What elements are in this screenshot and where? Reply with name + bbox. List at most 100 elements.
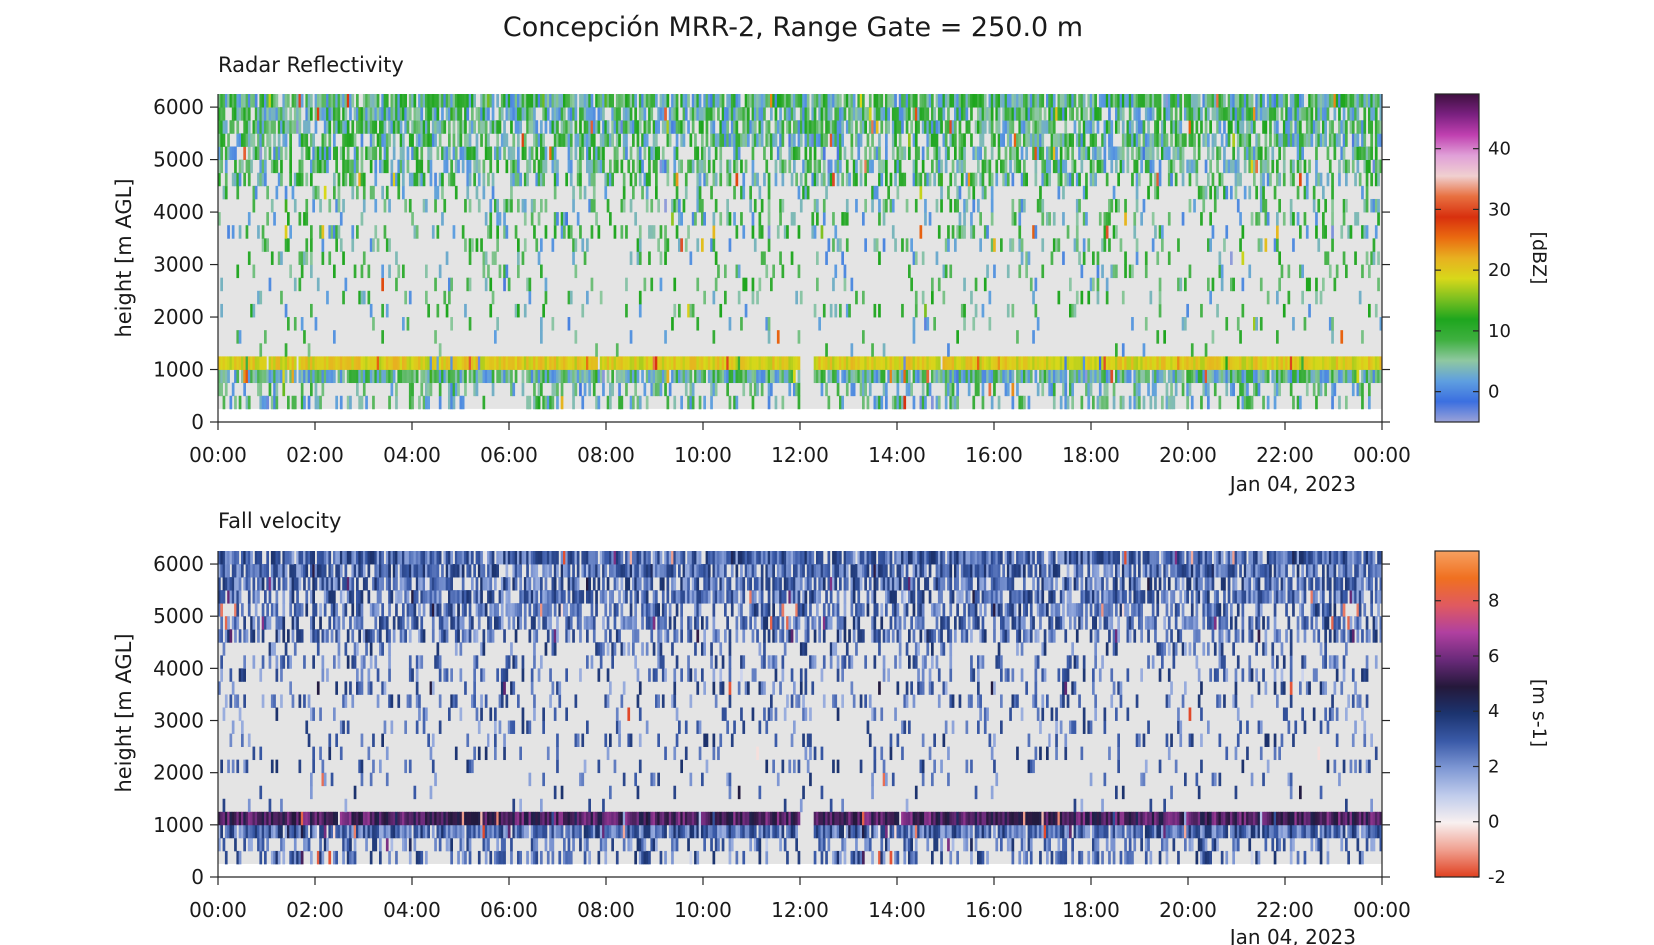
- data-cell: [990, 212, 994, 226]
- data-cell: [1370, 356, 1373, 370]
- data-cell: [1213, 185, 1217, 200]
- data-cell: [661, 159, 665, 174]
- data-cell: [776, 94, 780, 108]
- data-cell: [997, 120, 1001, 134]
- data-cell: [482, 356, 486, 370]
- data-cell: [1004, 172, 1008, 187]
- data-cell: [576, 159, 580, 174]
- data-cell: [850, 343, 854, 357]
- data-cell: [1356, 356, 1360, 370]
- data-cell: [588, 356, 591, 370]
- data-cell: [696, 238, 700, 252]
- data-cell: [574, 120, 578, 134]
- data-cell: [521, 382, 525, 397]
- data-cell: [1103, 94, 1107, 108]
- data-cell: [1034, 120, 1038, 134]
- data-cell: [1018, 225, 1022, 239]
- data-cell: [774, 107, 778, 121]
- data-cell: [638, 395, 642, 410]
- data-cell: [1326, 251, 1330, 265]
- data-cell: [323, 356, 327, 370]
- data-cell: [1041, 382, 1045, 397]
- data-cell: [434, 277, 437, 292]
- data-cell: [760, 94, 764, 108]
- data-cell: [1124, 94, 1127, 108]
- data-cell: [822, 369, 826, 384]
- data-cell: [1041, 159, 1045, 174]
- data-cell: [712, 133, 716, 147]
- data-cell: [901, 172, 904, 187]
- data-cell: [443, 94, 447, 108]
- data-cell: [500, 356, 504, 370]
- data-cell: [1264, 212, 1268, 226]
- data-cell: [323, 185, 327, 200]
- data-cell: [316, 159, 320, 174]
- data-cell: [673, 120, 677, 134]
- data-cell: [802, 120, 805, 134]
- data-cell: [760, 382, 764, 397]
- data-cell: [218, 811, 221, 826]
- data-cell: [1059, 395, 1063, 410]
- fall-velocity-y-axis-label: height [m AGL]: [112, 633, 136, 792]
- data-cell: [921, 290, 925, 305]
- data-cell: [1331, 212, 1334, 226]
- data-cell: [588, 198, 591, 213]
- data-cell: [671, 212, 674, 226]
- data-cell: [813, 133, 817, 147]
- data-cell: [974, 356, 978, 370]
- data-cell: [1025, 172, 1028, 187]
- data-cell: [1204, 159, 1208, 174]
- data-cell: [1133, 369, 1137, 384]
- data-cell: [1269, 133, 1272, 147]
- data-cell: [859, 120, 863, 134]
- data-cell: [772, 264, 775, 279]
- data-cell: [224, 616, 228, 630]
- data-cell: [942, 133, 946, 147]
- data-cell: [254, 94, 258, 108]
- data-cell: [496, 225, 499, 239]
- data-cell: [1218, 146, 1222, 160]
- data-cell: [1374, 133, 1378, 147]
- data-cell: [988, 159, 992, 174]
- data-cell: [1308, 356, 1311, 370]
- data-cell: [1163, 330, 1166, 344]
- data-cell: [362, 107, 366, 121]
- data-cell: [574, 330, 578, 344]
- data-cell: [949, 198, 953, 213]
- data-cell: [1257, 382, 1261, 397]
- data-cell: [790, 133, 794, 147]
- data-cell: [257, 629, 260, 643]
- data-cell: [763, 251, 766, 265]
- data-cell: [613, 356, 617, 370]
- data-cell: [698, 198, 702, 213]
- data-cell: [574, 146, 578, 160]
- data-cell: [1069, 303, 1072, 318]
- data-cell: [1345, 198, 1348, 213]
- data-cell: [383, 159, 387, 174]
- data-cell: [1154, 356, 1157, 370]
- data-cell: [572, 94, 575, 108]
- data-cell: [280, 616, 283, 630]
- data-cell: [1034, 133, 1038, 147]
- data-cell: [793, 94, 796, 108]
- data-cell: [261, 577, 265, 591]
- data-cell: [988, 120, 992, 134]
- data-cell: [924, 172, 927, 187]
- data-cell: [567, 225, 571, 239]
- data-cell: [374, 94, 378, 108]
- data-cell: [291, 694, 295, 708]
- data-cell: [546, 107, 550, 121]
- data-cell: [1165, 356, 1169, 370]
- data-cell: [268, 107, 272, 121]
- data-cell: [1266, 369, 1270, 384]
- data-cell: [422, 369, 426, 384]
- data-cell: [625, 369, 628, 384]
- data-cell: [1013, 159, 1017, 174]
- data-cell: [379, 369, 382, 384]
- data-cell: [634, 107, 637, 121]
- data-cell: [328, 225, 332, 239]
- data-cell: [1340, 225, 1344, 239]
- data-cell: [1011, 120, 1015, 134]
- data-cell: [434, 356, 437, 370]
- data-cell: [1092, 251, 1095, 265]
